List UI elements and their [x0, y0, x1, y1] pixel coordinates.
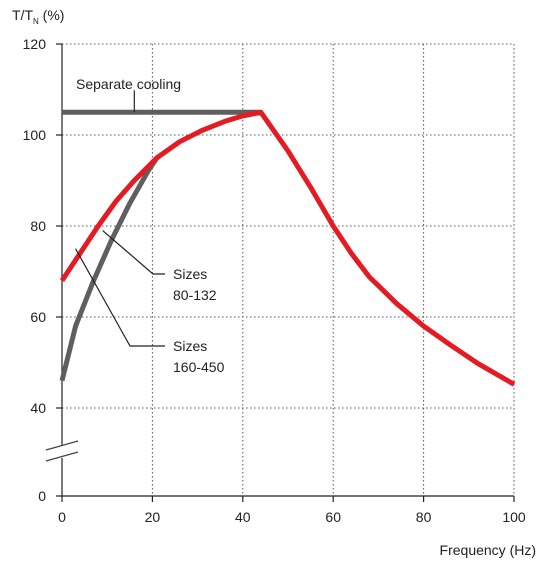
- x-tick-label: 80: [416, 509, 432, 525]
- annotations: Separate cooling Sizes 80-132 Sizes 160-450: [75, 76, 225, 375]
- annotation-label: Sizes 80-132: [173, 266, 217, 303]
- x-tick-label: 100: [502, 509, 526, 525]
- grid-lines: [62, 43, 515, 496]
- data-series: [59, 109, 516, 387]
- annotation-leader: [75, 248, 165, 347]
- x-tick-label: 20: [145, 509, 161, 525]
- series-line: [59, 109, 516, 387]
- annotation-leader: [102, 230, 165, 275]
- x-tick-label: 40: [235, 509, 251, 525]
- y-tick-label: 40: [30, 400, 46, 416]
- y-tick-label: 60: [30, 309, 46, 325]
- x-tick-label: 60: [325, 509, 341, 525]
- x-axis-label: Frequency (Hz): [440, 542, 536, 558]
- series-line: [59, 156, 159, 382]
- axis-break-mark: [45, 451, 79, 462]
- y-tick-label: 0: [38, 488, 46, 504]
- annotation-label: Sizes 160-450: [173, 338, 225, 375]
- axis-break-mark: [45, 440, 79, 451]
- tick-labels: 0 40 60 80 100 120 0 20 40 60 80 100: [23, 36, 526, 525]
- y-tick-label: 120: [23, 36, 47, 52]
- annotation-label: Separate cooling: [76, 76, 181, 92]
- x-tick-label: 0: [58, 509, 66, 525]
- y-tick-label: 80: [30, 218, 46, 234]
- axes: [45, 43, 515, 502]
- y-axis-label: T/TN (%): [12, 7, 64, 26]
- y-tick-label: 100: [23, 127, 47, 143]
